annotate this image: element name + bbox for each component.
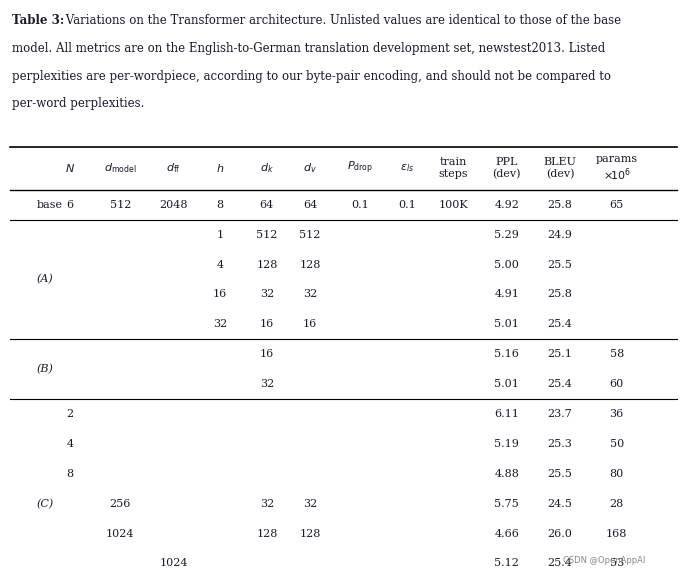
Text: 32: 32 [303, 499, 317, 509]
Text: 5.01: 5.01 [495, 379, 519, 389]
Text: per-word perplexities.: per-word perplexities. [12, 97, 145, 110]
Text: model. All metrics are on the English-to-German translation development set, new: model. All metrics are on the English-to… [12, 42, 606, 55]
Text: 64: 64 [260, 200, 274, 210]
Text: 53: 53 [609, 558, 624, 569]
Text: 1: 1 [216, 229, 224, 240]
Text: 25.5: 25.5 [548, 469, 572, 479]
Text: $d_{\rm ff}$: $d_{\rm ff}$ [166, 161, 181, 175]
Text: 100K: 100K [438, 200, 469, 210]
Text: 5.16: 5.16 [495, 349, 519, 359]
Text: 512: 512 [300, 229, 321, 240]
Text: 24.5: 24.5 [548, 499, 572, 509]
Text: 512: 512 [109, 200, 131, 210]
Text: 25.5: 25.5 [548, 259, 572, 270]
Text: $N$: $N$ [65, 162, 76, 174]
Text: 16: 16 [303, 319, 317, 329]
Text: 32: 32 [213, 319, 227, 329]
Text: 128: 128 [256, 528, 278, 539]
Text: 25.4: 25.4 [548, 379, 572, 389]
Text: 5.00: 5.00 [495, 259, 519, 270]
Text: 26.0: 26.0 [548, 528, 572, 539]
Text: 28: 28 [609, 499, 624, 509]
Text: (B): (B) [37, 364, 54, 374]
Text: $\epsilon_{ls}$: $\epsilon_{ls}$ [400, 162, 414, 174]
Text: 8: 8 [216, 200, 224, 210]
Text: 4.88: 4.88 [495, 469, 519, 479]
Text: 5.12: 5.12 [495, 558, 519, 569]
Text: 25.4: 25.4 [548, 558, 572, 569]
Text: 16: 16 [260, 319, 274, 329]
Text: 6: 6 [67, 200, 74, 210]
Text: $d_{\rm model}$: $d_{\rm model}$ [104, 161, 137, 175]
Text: 6.11: 6.11 [495, 409, 519, 419]
Text: 8: 8 [67, 469, 74, 479]
Text: 16: 16 [260, 349, 274, 359]
Text: 25.1: 25.1 [548, 349, 572, 359]
Text: 0.1: 0.1 [351, 200, 369, 210]
Text: 256: 256 [109, 499, 131, 509]
Text: 60: 60 [609, 379, 624, 389]
Text: base: base [37, 200, 63, 210]
Text: CSDN @OpenAppAI: CSDN @OpenAppAI [563, 555, 646, 565]
Text: 168: 168 [606, 528, 627, 539]
Text: 128: 128 [256, 259, 278, 270]
Text: 4: 4 [67, 439, 74, 449]
Text: $h$: $h$ [216, 162, 225, 174]
Text: 25.8: 25.8 [548, 289, 572, 300]
Text: BLEU
(dev): BLEU (dev) [543, 157, 576, 179]
Text: 5.29: 5.29 [495, 229, 519, 240]
Text: 128: 128 [300, 528, 321, 539]
Text: 64: 64 [303, 200, 317, 210]
Text: Variations on the Transformer architecture. Unlisted values are identical to tho: Variations on the Transformer architectu… [62, 14, 621, 28]
Text: $P_{\rm drop}$: $P_{\rm drop}$ [347, 160, 373, 177]
Text: 1024: 1024 [159, 558, 188, 569]
Text: 2: 2 [67, 409, 74, 419]
Text: PPL
(dev): PPL (dev) [493, 157, 521, 179]
Text: 25.4: 25.4 [548, 319, 572, 329]
Text: (A): (A) [37, 274, 54, 285]
Text: 24.9: 24.9 [548, 229, 572, 240]
Text: 32: 32 [260, 379, 274, 389]
Text: 128: 128 [300, 259, 321, 270]
Text: 4: 4 [216, 259, 224, 270]
Text: 4.91: 4.91 [495, 289, 519, 300]
Text: $d_v$: $d_v$ [303, 161, 317, 175]
Text: params
$\times\!10^6$: params $\times\!10^6$ [596, 154, 638, 183]
Text: 0.1: 0.1 [398, 200, 416, 210]
Text: 80: 80 [609, 469, 624, 479]
Text: 32: 32 [260, 499, 274, 509]
Text: 5.19: 5.19 [495, 439, 519, 449]
Text: 23.7: 23.7 [548, 409, 572, 419]
Text: 16: 16 [213, 289, 227, 300]
Text: (C): (C) [37, 499, 54, 509]
Text: 58: 58 [609, 349, 624, 359]
Text: perplexities are per-wordpiece, according to our byte-pair encoding, and should : perplexities are per-wordpiece, accordin… [12, 70, 611, 83]
Text: 4.66: 4.66 [495, 528, 519, 539]
Text: 4.92: 4.92 [495, 200, 519, 210]
Text: 65: 65 [609, 200, 624, 210]
Text: 32: 32 [260, 289, 274, 300]
Text: 5.01: 5.01 [495, 319, 519, 329]
Text: 1024: 1024 [106, 528, 135, 539]
Text: 32: 32 [303, 289, 317, 300]
Text: train
steps: train steps [438, 158, 469, 179]
Text: 512: 512 [256, 229, 278, 240]
Text: $d_k$: $d_k$ [260, 161, 274, 175]
Text: 25.3: 25.3 [548, 439, 572, 449]
Text: 50: 50 [609, 439, 624, 449]
Text: 2048: 2048 [159, 200, 188, 210]
Text: Table 3:: Table 3: [12, 14, 65, 28]
Text: 36: 36 [609, 409, 624, 419]
Text: 5.75: 5.75 [495, 499, 519, 509]
Text: 25.8: 25.8 [548, 200, 572, 210]
